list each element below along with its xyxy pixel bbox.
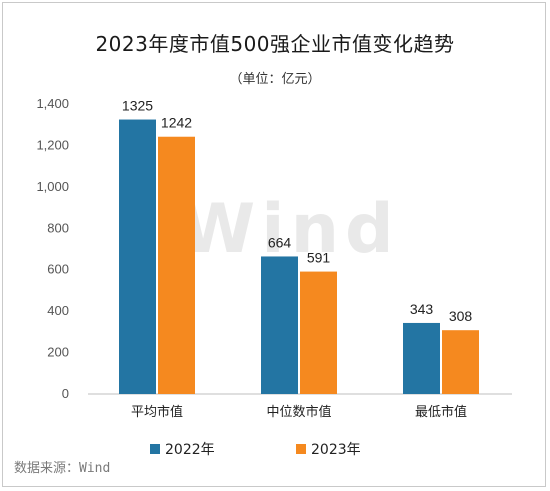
legend-label: 2022年 — [165, 442, 215, 458]
legend-swatch — [296, 444, 306, 454]
category-label: 最低市值 — [415, 404, 467, 420]
y-tick-label: 0 — [62, 386, 69, 401]
chart-title: 2023年度市值500强企业市值变化趋势 — [95, 32, 455, 56]
y-tick-label: 200 — [47, 345, 69, 360]
bars — [119, 119, 479, 395]
x-axis-labels: 平均市值 中位数市值 最低市值 — [131, 404, 467, 420]
data-label: 308 — [449, 308, 473, 324]
bar-series2-2 — [300, 271, 337, 394]
data-label: 1242 — [161, 115, 192, 131]
y-tick-label: 800 — [47, 220, 69, 235]
bar-series1-1 — [119, 119, 156, 395]
source-note: 数据来源：Wind — [14, 461, 111, 476]
legend-swatch — [150, 444, 160, 454]
y-tick-label: 600 — [47, 262, 69, 277]
legend-label: 2023年 — [311, 442, 361, 458]
category-label: 平均市值 — [131, 404, 183, 420]
category-label: 中位数市值 — [266, 404, 331, 420]
y-tick-label: 1,000 — [36, 179, 69, 194]
bar-series2-1 — [158, 136, 195, 394]
chart-frame — [2, 2, 546, 487]
data-label: 664 — [268, 234, 292, 250]
watermark-text: Wind — [180, 190, 399, 269]
y-axis: 0 200 400 600 800 1,000 1,200 1,400 — [36, 96, 69, 401]
data-label: 1325 — [122, 98, 153, 114]
bar-series2-3 — [442, 330, 479, 394]
unit-subtitle: （单位：亿元） — [229, 72, 321, 87]
y-tick-label: 1,200 — [36, 137, 69, 152]
bar-series1-3 — [403, 322, 440, 394]
y-tick-label: 400 — [47, 303, 69, 318]
legend: 2022年 2023年 — [150, 442, 361, 458]
data-label: 591 — [307, 250, 331, 266]
data-label: 343 — [410, 301, 434, 317]
bar-series1-2 — [261, 256, 298, 394]
data-labels: 1325 1242 664 591 343 308 — [122, 98, 472, 325]
y-tick-label: 1,400 — [36, 96, 69, 111]
